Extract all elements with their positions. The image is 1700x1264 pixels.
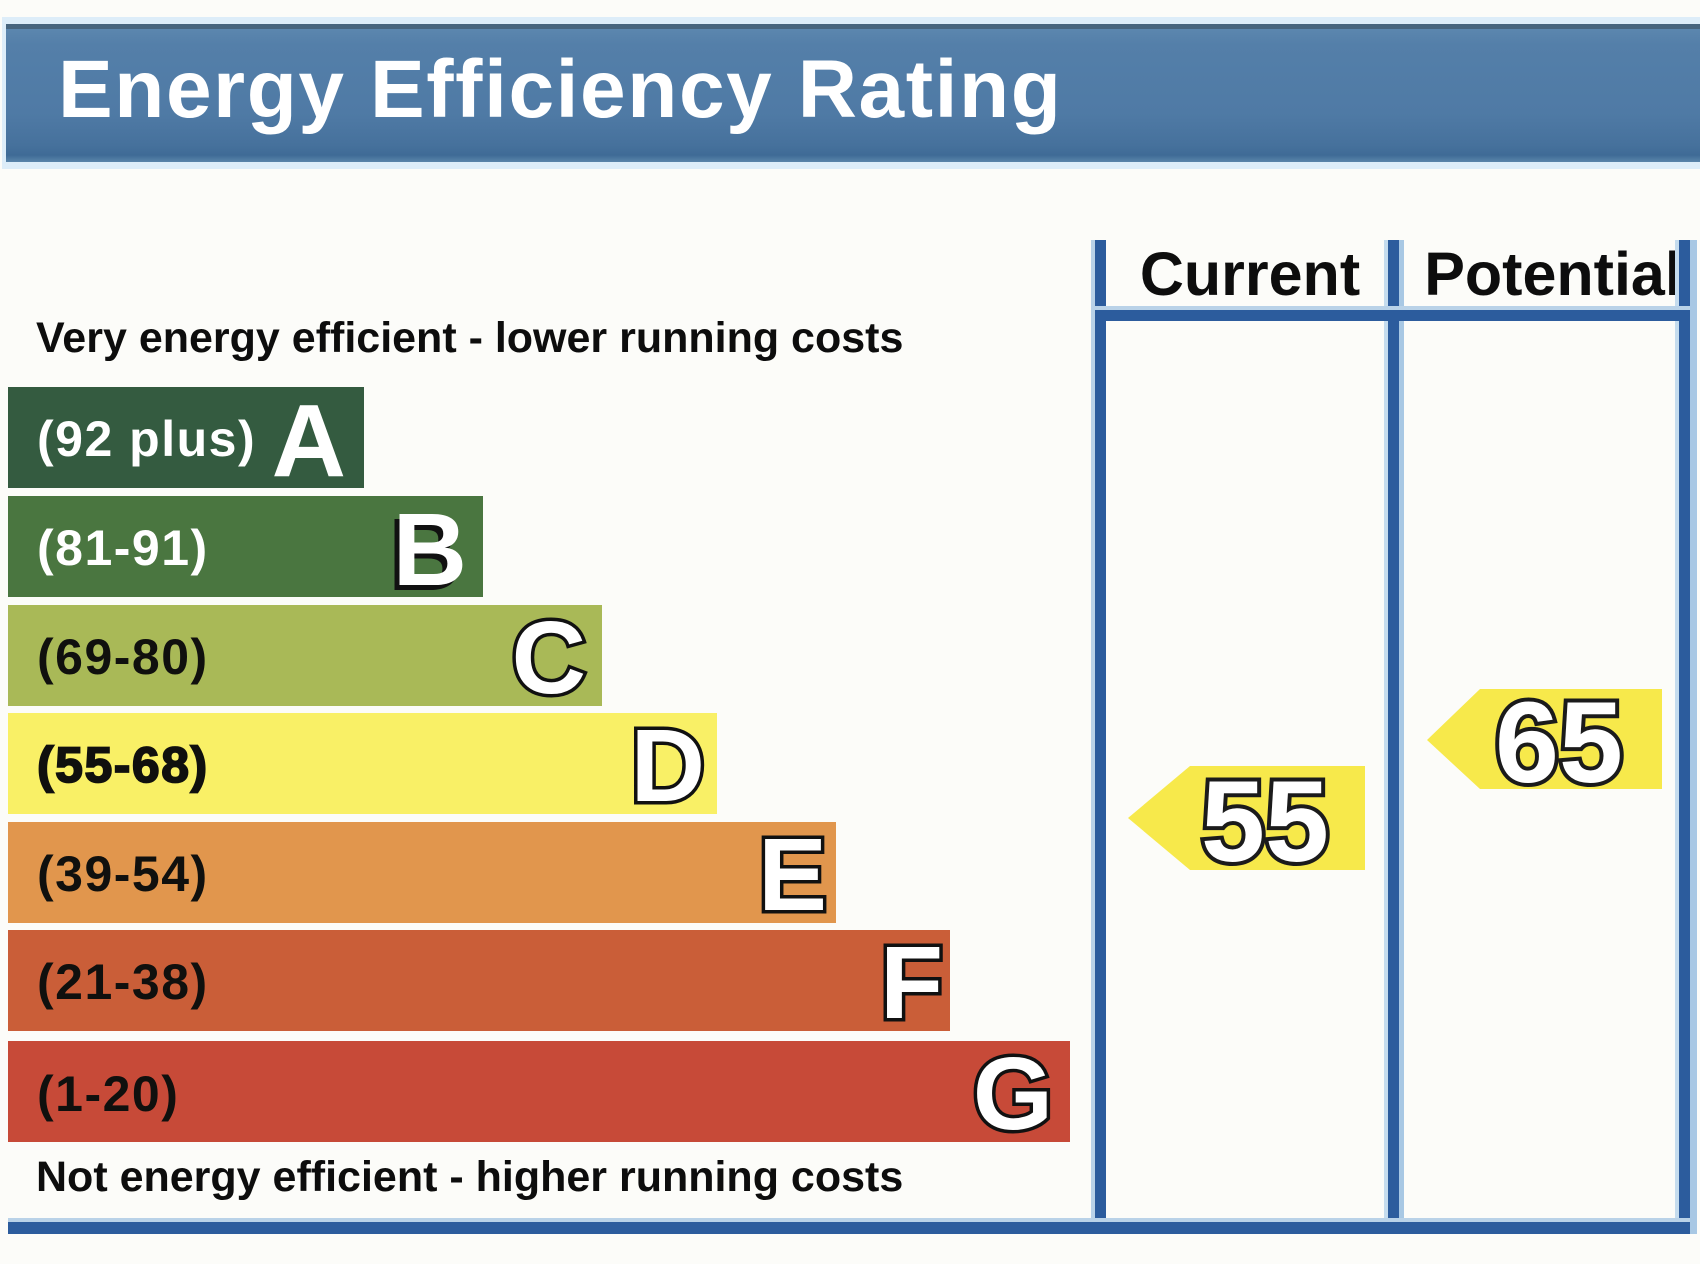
svg-text:Energy Efficiency Rating: Energy Efficiency Rating xyxy=(58,44,1062,135)
svg-text:(69-80): (69-80) xyxy=(37,629,209,685)
svg-text:C: C xyxy=(512,600,586,715)
svg-text:(81-91): (81-91) xyxy=(37,520,209,576)
svg-text:Current: Current xyxy=(1140,240,1360,308)
svg-text:B: B xyxy=(388,497,462,612)
svg-text:(92 plus): (92 plus) xyxy=(37,411,256,467)
svg-text:Not energy efficient - higher: Not energy efficient - higher running co… xyxy=(36,1153,903,1201)
svg-text:65: 65 xyxy=(1495,679,1623,807)
svg-text:B: B xyxy=(393,492,467,607)
svg-text:Potential: Potential xyxy=(1424,240,1682,308)
svg-text:(1-20): (1-20) xyxy=(37,1066,179,1122)
svg-text:G: G xyxy=(973,1036,1053,1151)
svg-text:F: F xyxy=(880,925,943,1040)
svg-text:D: D xyxy=(631,708,705,823)
svg-text:Very energy efficient - lower: Very energy efficient - lower running co… xyxy=(36,314,903,362)
svg-text:55: 55 xyxy=(1201,758,1329,886)
svg-text:(55-68): (55-68) xyxy=(37,737,209,793)
svg-text:(21-38): (21-38) xyxy=(37,954,209,1010)
svg-text:E: E xyxy=(758,817,827,932)
svg-text:(39-54): (39-54) xyxy=(37,846,209,902)
svg-text:A: A xyxy=(272,383,346,498)
